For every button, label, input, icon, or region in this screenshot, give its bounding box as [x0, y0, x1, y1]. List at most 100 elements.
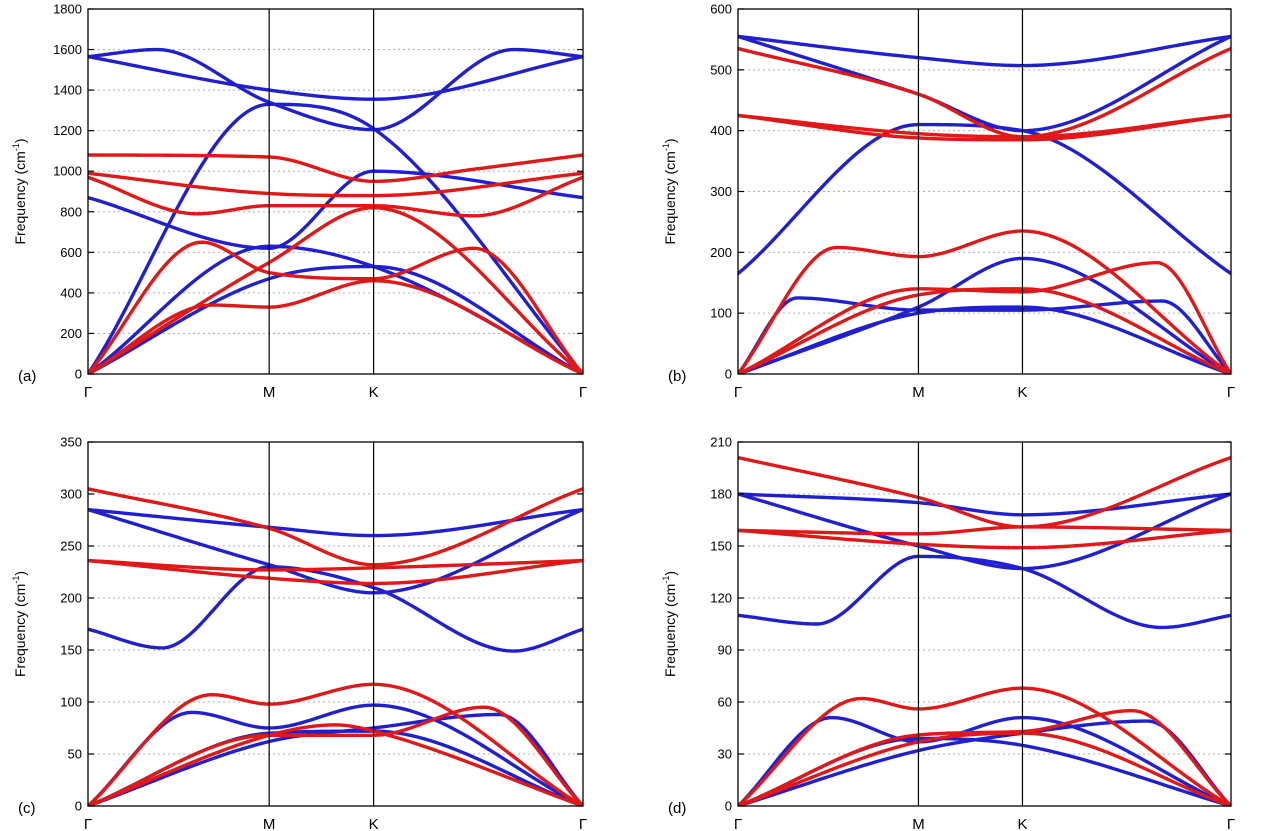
x-tick-label: Γ [1227, 384, 1235, 401]
band-10 [88, 487, 583, 567]
panel-a: 0 200 400 600 800 1000 1200 1400 1600 1800 Γ M K Γ Fre… [11, 2, 587, 402]
y-tick-label: 600 [710, 2, 732, 17]
x-tick-label: Γ [84, 384, 92, 401]
band-7 [88, 682, 583, 806]
band-10 [738, 455, 1231, 529]
y-axis-label: Frequency (cm-1) [11, 571, 28, 677]
y-tick-label: 200 [710, 245, 732, 260]
band-9 [88, 723, 583, 806]
y-tick-label: 0 [725, 367, 732, 382]
plot-frame [87, 8, 584, 375]
y-tick-label: 1800 [53, 2, 82, 17]
x-tick-label: Γ [734, 816, 742, 831]
y-tick-label: 1200 [53, 123, 82, 138]
band-9 [88, 206, 583, 374]
band-4 [88, 169, 583, 250]
x-tick-label: K [1017, 816, 1027, 831]
bands-b [738, 34, 1231, 374]
y-tick-label: 300 [710, 184, 732, 199]
plot-frame [87, 441, 584, 807]
band-11 [88, 171, 583, 198]
y-axis-label: Frequency (cm-1) [661, 571, 678, 677]
band-4 [738, 122, 1231, 276]
y-tick-label: 400 [60, 285, 82, 300]
x-tick-label: M [263, 816, 276, 831]
y-tick-label: 100 [710, 306, 732, 321]
x-tick-label: K [369, 384, 379, 401]
band-4 [88, 565, 583, 653]
band-12 [88, 558, 583, 586]
panel-label: (a) [18, 368, 36, 385]
x-tick-label: M [912, 816, 925, 831]
band-6 [738, 492, 1231, 517]
y-tick-label: 250 [60, 539, 82, 554]
x-tick-label: Γ [734, 384, 742, 401]
band-12 [738, 528, 1231, 550]
x-tick-label: Γ [1227, 816, 1235, 831]
y-tick-label: 120 [710, 591, 732, 606]
y-axis-label: Frequency (cm-1) [11, 138, 28, 244]
panel-label: (c) [18, 800, 36, 817]
x-tick-label: K [1017, 384, 1027, 401]
band-3 [738, 305, 1231, 374]
y-tick-label: 500 [710, 62, 732, 77]
band-2 [88, 264, 583, 374]
band-12 [88, 175, 583, 218]
y-tick-label: 180 [710, 487, 732, 502]
y-tick-label: 150 [710, 539, 732, 554]
band-11 [738, 113, 1231, 139]
band-10 [738, 46, 1231, 139]
bands-a [88, 47, 583, 374]
y-tick-label: 50 [68, 747, 82, 762]
y-tick-label: 100 [60, 695, 82, 710]
band-5 [88, 47, 583, 132]
band-4 [738, 554, 1231, 630]
y-tick-label: 0 [75, 367, 82, 382]
x-tick-label: Γ [579, 816, 587, 831]
y-tick-label: 300 [60, 487, 82, 502]
y-tick-label: 400 [710, 123, 732, 138]
panel-d: 0 30 60 90 120 150 180 210 Γ M K Γ Frequency (cm-1) (… [661, 435, 1235, 831]
band-9 [738, 731, 1231, 806]
y-axis-label: Frequency (cm-1) [661, 138, 678, 244]
panel-c: 0 50 100 150 200 250 300 350 Γ M K Γ Frequency (cm-1… [11, 435, 587, 831]
band-6 [88, 54, 583, 101]
y-tick-label: 0 [725, 799, 732, 814]
bands-c [88, 487, 583, 806]
band-11 [88, 558, 583, 572]
y-tick-label: 600 [60, 245, 82, 260]
band-10 [88, 153, 583, 184]
y-tick-label: 210 [710, 435, 732, 450]
band-1 [88, 703, 583, 806]
band-11 [738, 525, 1231, 536]
y-tick-label: 60 [718, 695, 732, 710]
y-tick-label: 0 [75, 799, 82, 814]
band-7 [88, 240, 583, 374]
y-tick-label: 1400 [53, 83, 82, 98]
band-7 [738, 686, 1231, 806]
panel-label: (d) [668, 800, 686, 817]
y-tick-label: 1000 [53, 164, 82, 179]
band-8 [738, 260, 1231, 374]
y-tick-label: 350 [60, 435, 82, 450]
x-tick-label: K [369, 816, 379, 831]
band-6 [738, 34, 1231, 68]
x-tick-label: Γ [579, 384, 587, 401]
band-6 [88, 507, 583, 538]
y-tick-label: 30 [718, 747, 732, 762]
x-tick-label: Γ [84, 816, 92, 831]
y-tick-label: 200 [60, 326, 82, 341]
band-9 [738, 287, 1231, 374]
band-5 [738, 34, 1231, 133]
band-2 [738, 296, 1231, 374]
y-tick-label: 1600 [53, 42, 82, 57]
y-tick-label: 150 [60, 643, 82, 658]
x-tick-label: M [912, 384, 925, 401]
panel-label: (b) [668, 368, 686, 385]
band-3 [88, 102, 583, 374]
plot-frame [737, 441, 1232, 807]
y-tick-label: 200 [60, 591, 82, 606]
band-1 [88, 244, 583, 374]
band-12 [738, 113, 1231, 142]
